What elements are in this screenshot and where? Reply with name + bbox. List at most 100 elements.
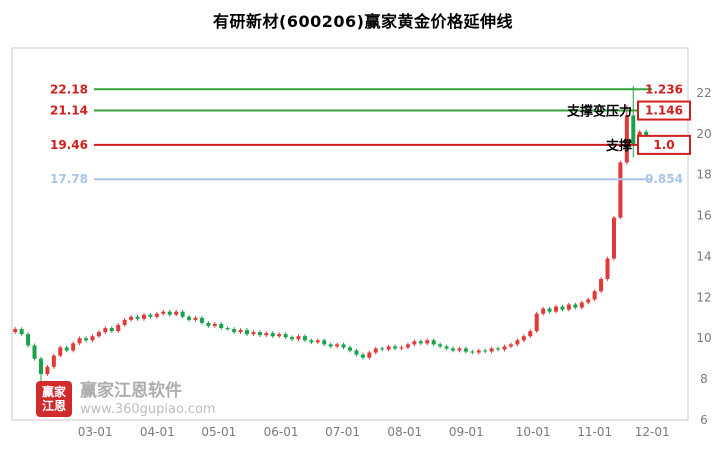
candlestick <box>122 319 127 325</box>
candlestick <box>90 336 95 341</box>
candlestick <box>315 340 320 343</box>
candlestick <box>451 348 456 351</box>
candlestick <box>244 330 249 335</box>
candlestick <box>354 350 359 355</box>
candlestick <box>219 323 224 329</box>
candlestick <box>521 336 526 341</box>
candlestick <box>579 302 584 308</box>
candlestick <box>335 344 340 347</box>
candlestick <box>116 324 121 332</box>
candlestick <box>154 313 159 317</box>
candlestick <box>380 348 385 350</box>
candlestick <box>586 299 591 303</box>
x-axis-label: 12-01 <box>635 425 670 439</box>
candlestick <box>341 344 346 348</box>
brand-logo-line1: 赢家 <box>41 385 66 399</box>
level-price-label: 21.14 <box>50 104 88 118</box>
y-axis-label: 12 <box>696 290 711 304</box>
level-price-label: 22.18 <box>50 82 88 96</box>
candlestick <box>58 347 63 356</box>
candlestick <box>309 340 314 343</box>
candlestick <box>611 217 616 259</box>
candlestick <box>605 258 610 279</box>
candlestick <box>418 341 423 344</box>
x-axis-label: 11-01 <box>577 425 612 439</box>
candlestick <box>206 322 211 326</box>
y-axis-label: 14 <box>696 249 711 263</box>
candlestick <box>560 306 565 310</box>
candlestick <box>573 304 578 308</box>
candlestick <box>476 350 481 353</box>
candlestick <box>296 336 301 340</box>
candlestick <box>515 340 520 345</box>
candlestick <box>51 355 56 367</box>
candlestick <box>135 316 140 319</box>
candlestick <box>470 351 475 353</box>
ratio-label: 1.0 <box>653 138 674 152</box>
candlestick <box>232 329 237 333</box>
candlestick <box>141 314 146 319</box>
candlestick <box>96 332 101 337</box>
candlestick <box>109 328 114 332</box>
candlestick <box>425 340 430 344</box>
candlestick <box>566 304 571 310</box>
candlestick <box>193 317 198 320</box>
candlestick <box>483 350 488 352</box>
candlestick <box>238 330 243 333</box>
candlestick <box>547 308 552 312</box>
y-axis-label: 20 <box>696 127 711 141</box>
x-axis-label: 08-01 <box>387 425 422 439</box>
candlestick <box>19 329 24 335</box>
candlestick <box>174 311 179 315</box>
candlestick <box>283 334 288 338</box>
x-axis-label: 07-01 <box>325 425 360 439</box>
candlestick <box>290 337 295 340</box>
candlestick <box>199 317 204 323</box>
candlestick <box>554 306 559 312</box>
ratio-label-box <box>637 134 691 155</box>
candlestick <box>624 115 629 163</box>
candlestick <box>77 338 82 344</box>
candlestick <box>270 333 275 337</box>
candlestick <box>592 291 597 300</box>
candlestick <box>212 323 217 326</box>
ratio-label: 1.146 <box>645 104 683 118</box>
brand-url: www.360gupiao.com <box>80 402 216 417</box>
candlestick <box>534 313 539 332</box>
ratio-label-box <box>637 100 691 121</box>
ratio-label: 0.854 <box>645 172 683 186</box>
y-axis-label: 22 <box>696 86 711 100</box>
candlestick <box>45 366 50 375</box>
candlestick <box>444 346 449 349</box>
candlestick <box>360 354 365 358</box>
ratio-label: 1.236 <box>645 82 683 96</box>
candlestick <box>328 344 333 347</box>
candlestick <box>541 308 546 314</box>
plot-frame <box>11 47 689 421</box>
brand-name: 赢家江恩软件 <box>80 381 182 401</box>
candlestick <box>412 341 417 345</box>
candlestick <box>502 346 507 350</box>
candlestick <box>618 162 623 218</box>
candlestick <box>277 334 282 337</box>
brand-logo-icon: 赢家 江恩 <box>36 381 72 417</box>
y-axis-label: 6 <box>700 413 708 427</box>
candlestick <box>257 332 262 336</box>
candlestick <box>161 311 166 314</box>
candlestick <box>322 340 327 345</box>
candlestick <box>399 347 404 349</box>
page-title: 有研新材(600206)赢家黄金价格延伸线 <box>213 12 513 31</box>
x-axis-label: 09-01 <box>449 425 484 439</box>
candlestick <box>264 333 269 336</box>
x-axis-label: 10-01 <box>516 425 551 439</box>
y-axis-label: 8 <box>700 372 708 386</box>
candlestick <box>644 131 649 138</box>
x-axis-label: 05-01 <box>201 425 236 439</box>
candlestick <box>64 347 69 351</box>
y-axis-label: 16 <box>696 209 711 223</box>
candlestick <box>463 348 468 352</box>
y-axis-label: 10 <box>696 331 711 345</box>
candlestick <box>187 316 192 320</box>
